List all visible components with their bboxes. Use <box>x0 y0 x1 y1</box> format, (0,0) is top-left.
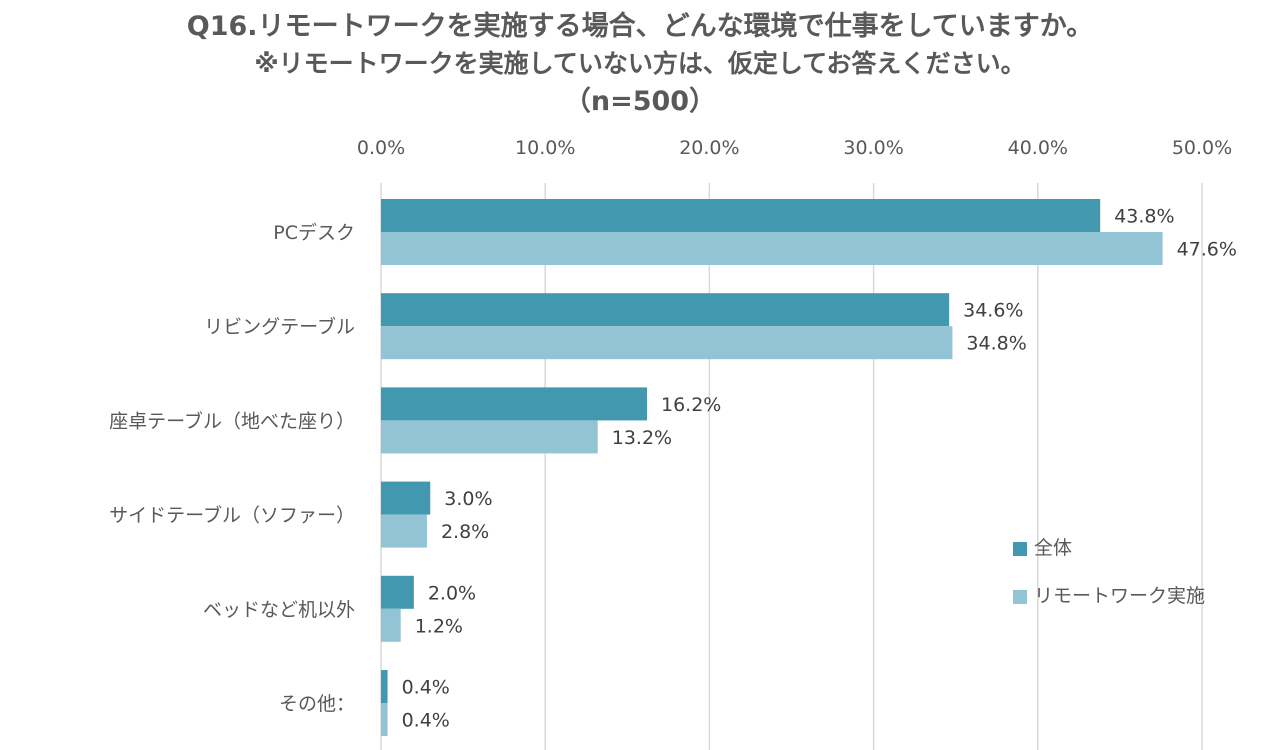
data-label: 34.8% <box>966 333 1026 355</box>
category-label: その他： <box>279 693 355 715</box>
category-label: 座卓テーブル（地べた座り） <box>109 409 355 432</box>
bar-remote <box>381 514 427 548</box>
legend-swatch <box>1013 542 1027 556</box>
bars <box>381 199 1163 736</box>
data-label: 1.2% <box>415 615 463 637</box>
category-label: リビングテーブル <box>204 315 355 338</box>
legend-label: 全体 <box>1034 537 1072 559</box>
data-label: 13.2% <box>612 427 672 449</box>
bar-remote <box>381 608 401 642</box>
data-label: 0.4% <box>402 710 450 732</box>
category-label: PCデスク <box>273 222 355 244</box>
category-label: サイドテーブル（ソファー） <box>109 504 355 527</box>
bar-all <box>381 670 388 703</box>
x-tick-label: 40.0% <box>1008 137 1068 159</box>
gridlines <box>380 183 1203 750</box>
bar-all <box>381 293 950 327</box>
sample-size-note: （n=500） <box>564 86 716 117</box>
data-label: 2.8% <box>441 521 489 543</box>
x-tick-label: 30.0% <box>843 137 903 159</box>
data-label: 0.4% <box>402 677 450 699</box>
category-label: ベッドなど机以外 <box>203 599 355 621</box>
bar-all <box>381 575 414 609</box>
bar-all <box>381 387 648 421</box>
data-label: 2.0% <box>428 582 476 604</box>
chart-subtitle: ※リモートワークを実施していない方は、仮定してお答えください。 <box>254 49 1025 78</box>
data-labels: 43.8%47.6% 34.6% 34.8% 16.2% 13.2% 3.0% 2.8% 2.… <box>402 206 1237 732</box>
bar-remote <box>381 703 388 736</box>
bar-all <box>381 199 1101 232</box>
x-tick-label: 50.0% <box>1172 137 1232 159</box>
x-tick-label: 10.0% <box>515 137 575 159</box>
x-axis-ticks: 0.0% 10.0% 20.0% 30.0% 40.0% 50.0% <box>357 137 1232 159</box>
legend-label: リモートワーク実施 <box>1034 585 1205 607</box>
x-tick-label: 0.0% <box>357 137 405 159</box>
legend-swatch <box>1013 590 1027 604</box>
data-label: 34.6% <box>963 300 1023 322</box>
bar-remote <box>381 232 1163 265</box>
chart-title: Q16.リモートワークを実施する場合、どんな環境で仕事をしていますか。 <box>187 10 1093 42</box>
data-label: 47.6% <box>1177 239 1237 261</box>
data-label: 43.8% <box>1114 206 1174 228</box>
x-tick-label: 20.0% <box>679 137 739 159</box>
bar-all <box>381 481 431 515</box>
data-label: 16.2% <box>661 394 721 416</box>
bar-remote <box>381 326 953 360</box>
bar-remote <box>381 420 598 454</box>
data-label: 3.0% <box>444 488 492 510</box>
